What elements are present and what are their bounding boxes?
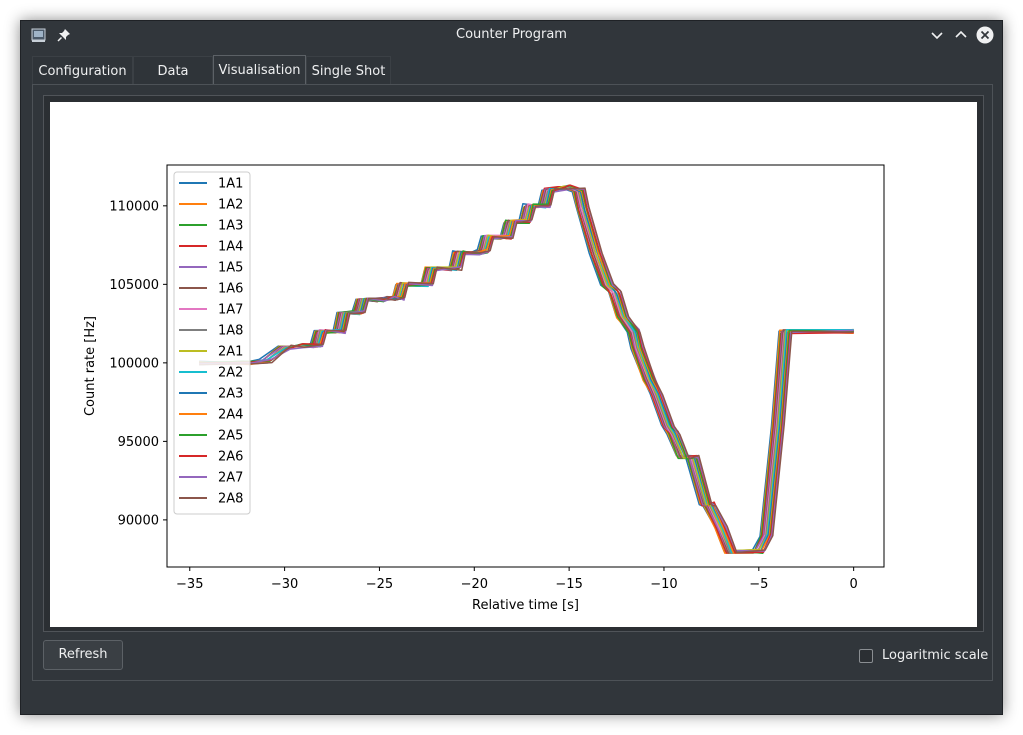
y-tick-label: 105000 — [109, 278, 159, 293]
series-line-2a1 — [199, 185, 854, 552]
series-line-2a6 — [199, 184, 854, 554]
series-line-2a3 — [199, 184, 854, 553]
legend-label: 2A2 — [218, 366, 243, 381]
series-line-1a4 — [199, 186, 854, 554]
plot-frame: −35 −30 −25 −20 −15 −10 −5 0 90000 95000 100000 10… — [43, 95, 984, 632]
tab-visualisation[interactable]: Visualisation — [213, 55, 306, 85]
refresh-button[interactable]: Refresh — [43, 640, 123, 670]
plot-axes-box — [166, 164, 885, 568]
x-tick-label: 0 — [850, 577, 858, 592]
legend-label: 1A5 — [218, 261, 243, 276]
x-tick-label: −15 — [555, 577, 582, 592]
legend-label: 2A1 — [218, 345, 243, 360]
log-scale-label[interactable]: Logaritmic scale — [882, 648, 989, 663]
tab-configuration[interactable]: Configuration — [32, 56, 133, 84]
x-axis-label: Relative time [s] — [472, 598, 579, 613]
log-scale-checkbox[interactable] — [859, 649, 873, 663]
x-tick-label: −10 — [650, 577, 677, 592]
title-bar[interactable]: Counter Program — [21, 21, 1002, 49]
series-line-2a8 — [199, 187, 854, 554]
series-line-2a7 — [199, 188, 854, 552]
legend-box — [173, 171, 251, 515]
legend-label: 1A4 — [218, 240, 243, 255]
legend-label: 1A2 — [218, 198, 243, 213]
app-icon — [31, 28, 46, 42]
tab-single-shot[interactable]: Single Shot — [306, 56, 391, 84]
legend-label: 2A6 — [218, 450, 243, 465]
series-line-1a1 — [199, 186, 854, 552]
y-axis-label: Count rate [Hz] — [83, 316, 98, 416]
series-line-2a2 — [199, 185, 854, 554]
legend-label: 2A3 — [218, 387, 243, 402]
x-tick-label: −20 — [461, 577, 488, 592]
legend-label: 2A5 — [218, 429, 243, 444]
legend: 1A1 1A2 1A3 1A4 1A5 1A6 1A7 1A8 2A1 2A2 2A3 2A4 2A5 2… — [173, 171, 251, 515]
series-line-1a3 — [199, 186, 854, 553]
legend-label: 2A7 — [218, 471, 243, 486]
y-tick-label: 90000 — [118, 513, 159, 528]
legend-label: 2A8 — [218, 492, 243, 507]
series-line-1a6 — [199, 185, 854, 554]
series-line-1a7 — [199, 185, 854, 553]
legend-label: 2A4 — [218, 408, 243, 423]
y-tick-label: 100000 — [109, 356, 159, 371]
x-tick-label: −35 — [176, 577, 203, 592]
window-title: Counter Program — [456, 27, 567, 42]
plot-canvas: −35 −30 −25 −20 −15 −10 −5 0 90000 95000 100000 10… — [50, 102, 977, 627]
series-line-1a5 — [199, 185, 854, 552]
visualisation-panel: −35 −30 −25 −20 −15 −10 −5 0 90000 95000 100000 10… — [32, 84, 993, 681]
tab-data[interactable]: Data — [133, 56, 213, 84]
x-tick-label: −5 — [749, 577, 768, 592]
series-line-2a4 — [199, 184, 854, 554]
legend-label: 1A1 — [218, 177, 243, 192]
legend-label: 1A6 — [218, 282, 243, 297]
minimize-chevron-down-icon[interactable] — [928, 26, 946, 44]
x-tick-label: −25 — [366, 577, 393, 592]
x-tick-label: −30 — [271, 577, 298, 592]
pin-icon[interactable] — [56, 27, 72, 43]
legend-label: 1A8 — [218, 324, 243, 339]
app-window: Counter Program Configuration Data Visua… — [20, 20, 1003, 715]
y-tick-label: 95000 — [118, 435, 159, 450]
series-line-1a2 — [199, 186, 854, 554]
y-tick-label: 110000 — [109, 199, 159, 214]
legend-label: 1A7 — [218, 303, 243, 318]
legend-label: 1A3 — [218, 219, 243, 234]
count-rate-chart: −35 −30 −25 −20 −15 −10 −5 0 90000 95000 100000 10… — [83, 164, 885, 613]
close-icon[interactable] — [976, 26, 994, 44]
series-line-1a8 — [199, 185, 854, 554]
maximize-chevron-up-icon[interactable] — [952, 26, 970, 44]
series-line-2a5 — [199, 184, 854, 555]
